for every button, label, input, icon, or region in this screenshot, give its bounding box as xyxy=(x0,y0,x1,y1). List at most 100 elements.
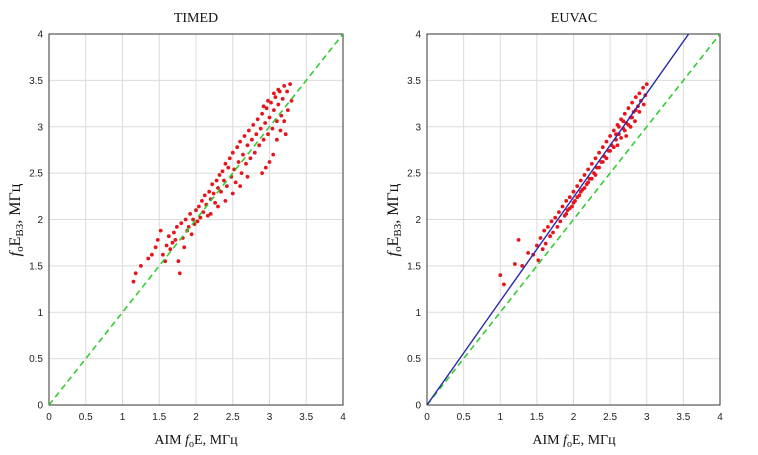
data-point xyxy=(164,243,169,248)
data-point xyxy=(194,208,198,213)
data-point xyxy=(288,82,292,86)
data-point xyxy=(250,137,254,142)
data-point xyxy=(173,238,178,242)
data-point xyxy=(611,145,616,150)
data-point xyxy=(260,171,264,176)
tick-labels: 0 0.5 1 1.5 2 2.5 3 3.5 4 0 0.5 1 1.5 2 2.5 3 3.5 4 xyxy=(29,30,346,424)
x-axis-label: AIM foE, МГц xyxy=(154,433,238,450)
data-point xyxy=(195,219,200,224)
data-point xyxy=(245,174,250,179)
data-point xyxy=(176,259,181,264)
data-point xyxy=(189,232,194,237)
data-point xyxy=(150,252,154,257)
data-point xyxy=(271,152,276,157)
data-point xyxy=(560,204,565,209)
x-tick-label: 2 xyxy=(193,412,199,423)
data-point xyxy=(535,243,539,248)
data-point xyxy=(617,124,621,129)
chart-euvac: EUVAC 0 0.5 1 1.5 2 2.5 3 3.5 4 0 0.5 1 1.5 2 2.5 3 3.5 4… xyxy=(385,11,723,450)
x-tick-label: 1.5 xyxy=(152,412,166,423)
x-tick-label: 1 xyxy=(120,412,126,423)
data-point xyxy=(641,102,646,107)
data-point xyxy=(608,149,612,153)
y-tick-label: 3.5 xyxy=(29,76,43,87)
data-point xyxy=(553,215,558,220)
data-point xyxy=(257,143,262,148)
y-tick-label: 0.5 xyxy=(407,354,421,365)
data-point xyxy=(628,124,633,129)
data-point xyxy=(582,173,587,177)
data-point xyxy=(261,137,266,142)
data-point xyxy=(604,156,609,161)
data-point xyxy=(260,111,264,116)
data-point xyxy=(600,160,605,164)
data-point xyxy=(557,210,561,215)
data-point xyxy=(597,165,601,170)
y-tick-label: 3 xyxy=(415,122,421,133)
x-tick-label: 0.5 xyxy=(79,412,93,423)
data-point xyxy=(155,238,160,242)
data-point xyxy=(266,98,270,103)
data-point xyxy=(252,150,257,155)
data-point xyxy=(172,230,176,235)
data-point xyxy=(239,171,244,176)
data-point xyxy=(272,91,276,96)
data-point xyxy=(255,117,260,122)
data-point xyxy=(276,87,281,92)
data-point xyxy=(188,212,193,216)
data-point xyxy=(146,256,151,261)
data-point xyxy=(637,91,642,96)
data-point xyxy=(520,264,525,268)
data-point xyxy=(269,100,273,105)
data-point xyxy=(546,225,550,229)
data-point xyxy=(233,180,238,185)
data-point xyxy=(540,247,545,252)
data-point xyxy=(170,240,175,245)
data-point xyxy=(263,165,268,170)
y-axis-label: foEВЗ, МГц xyxy=(7,183,26,256)
data-point xyxy=(230,191,235,196)
data-point xyxy=(220,169,225,174)
data-point xyxy=(543,241,548,246)
data-point xyxy=(564,212,569,216)
reference-line xyxy=(49,34,343,405)
tick-labels: 0 0.5 1 1.5 2 2.5 3 3.5 4 0 0.5 1 1.5 2 2.5 3 3.5 4 xyxy=(407,30,723,424)
y-tick-label: 2 xyxy=(415,215,421,226)
data-point xyxy=(182,245,187,250)
data-point xyxy=(270,126,275,131)
data-point xyxy=(264,106,269,111)
data-point xyxy=(589,161,594,166)
data-point xyxy=(586,167,590,172)
data-point xyxy=(225,184,229,189)
data-point xyxy=(571,200,576,205)
data-point xyxy=(263,121,267,125)
data-point xyxy=(248,156,253,161)
data-point xyxy=(619,136,623,140)
data-point xyxy=(183,217,188,222)
data-point xyxy=(586,180,590,185)
y-tick-label: 1 xyxy=(415,308,421,319)
x-tick-label: 4 xyxy=(340,412,346,423)
data-point xyxy=(242,134,247,138)
data-point xyxy=(131,279,136,284)
y-tick-label: 4 xyxy=(415,30,421,41)
data-point xyxy=(597,150,601,155)
data-point xyxy=(205,213,210,218)
y-tick-label: 2.5 xyxy=(29,169,43,180)
data-point xyxy=(202,193,207,198)
data-point xyxy=(538,236,543,240)
data-point xyxy=(232,167,237,172)
x-axis-label: AIM foE, МГц xyxy=(532,433,616,450)
data-point xyxy=(201,210,206,215)
y-tick-label: 1 xyxy=(37,308,43,319)
data-point xyxy=(626,106,631,111)
data-point xyxy=(282,119,287,124)
y-tick-label: 1.5 xyxy=(407,261,421,272)
data-point xyxy=(276,102,281,107)
chart-title: EUVAC xyxy=(551,11,597,26)
data-point xyxy=(498,273,503,277)
data-point xyxy=(567,195,572,200)
data-point xyxy=(235,145,240,150)
data-point xyxy=(633,119,637,124)
